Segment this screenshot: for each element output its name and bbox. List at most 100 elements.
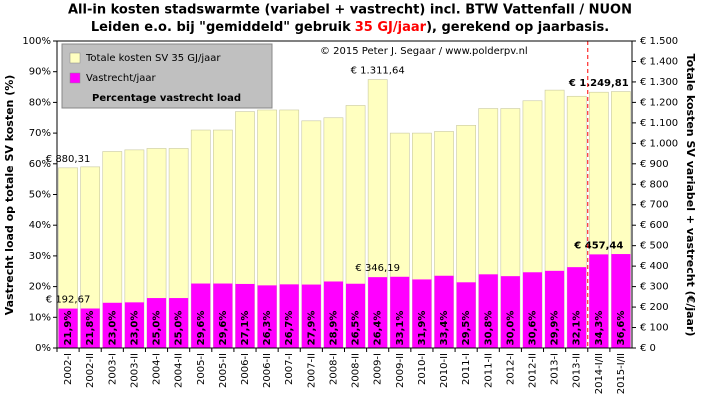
bar: [213, 283, 233, 348]
percentage-label: 30,8%: [483, 311, 494, 346]
legend-label: Totale kosten SV 35 GJ/jaar: [85, 53, 221, 64]
bar: [124, 302, 144, 348]
percentage-label: 26,4%: [373, 311, 384, 346]
x-tick-label: 2002-II: [85, 353, 96, 388]
percentage-label: 26,7%: [284, 311, 295, 346]
y2-tick-label: € 700: [640, 200, 669, 211]
legend: Totale kosten SV 35 GJ/jaar Vastrecht/jaa…: [61, 43, 273, 109]
y2-tick-label: € 1.000: [640, 138, 678, 149]
value-label: € 1.249,81: [568, 78, 629, 89]
x-tick-label: 2005-I: [196, 353, 207, 385]
chart-title: All-in kosten stadswarmte (variabel + va…: [68, 3, 632, 18]
y2-tick-label: € 600: [640, 220, 669, 231]
x-tick-label: 2012-II: [527, 353, 538, 388]
y2-tick-label: € 1.400: [640, 56, 678, 67]
x-tick-label: 2007-I: [284, 353, 295, 385]
x-tick-label: 2006-I: [240, 353, 251, 385]
x-tick-label: 2014-I/II: [594, 353, 605, 394]
y-tick-label: 50%: [29, 190, 51, 201]
x-tick-label: 2005-II: [218, 353, 229, 388]
legend-label: Vastrecht/jaar: [86, 73, 157, 84]
percentage-label: 30,6%: [527, 311, 538, 346]
legend-swatch: [69, 52, 81, 64]
y2-tick-label: € 900: [640, 159, 669, 170]
chart-subtitle: Leiden e.o. bij "gemiddeld" gebruik 35 GJ…: [91, 20, 609, 35]
title-part: Leiden e.o. bij "gemiddeld" gebruik: [91, 20, 351, 35]
percentage-label: 31,9%: [417, 311, 428, 346]
bar: [279, 284, 299, 348]
bar: [102, 302, 122, 348]
x-tick-label: 2015-I/II: [616, 353, 627, 394]
x-tick-label: 2010-I: [417, 353, 428, 385]
bar: [611, 254, 631, 348]
percentage-label: 26,5%: [351, 311, 362, 346]
x-tick-label: 2013-II: [572, 353, 583, 388]
x-tick-label: 2003-I: [107, 353, 118, 385]
bar: [412, 279, 432, 348]
value-label: € 346,19: [355, 263, 400, 274]
value-label: € 880,31: [46, 154, 91, 165]
bar: [500, 276, 520, 348]
percentage-label: 28,9%: [328, 311, 339, 346]
bar: [169, 298, 189, 348]
percentage-label: 34,3%: [594, 311, 605, 346]
legend-swatch: [69, 72, 81, 84]
x-tick-label: 2003-II: [129, 353, 140, 388]
x-tick-label: 2009-II: [395, 353, 406, 388]
y2-tick-label: € 800: [640, 179, 669, 190]
percentage-label: 33,1%: [395, 311, 406, 346]
annotation: © 2015 Peter J. Segaar / www.polderpv.nl: [320, 46, 528, 57]
y2-tick-label: € 1.200: [640, 97, 678, 108]
percentage-label: 29,5%: [461, 311, 472, 346]
y-tick-label: 10%: [29, 312, 51, 323]
percentage-label: 36,6%: [616, 311, 627, 346]
percentage-label: 21,8%: [85, 311, 96, 346]
bar: [456, 282, 476, 348]
y2-tick-label: € 1.500: [640, 36, 678, 47]
percentage-label: 29,6%: [196, 311, 207, 346]
title-highlight: 35 GJ/jaar: [355, 20, 427, 35]
title-part: ), gerekend op jaarbasis.: [426, 20, 609, 35]
y2-axis-title: Totale kosten SV variabel + vastrecht (€…: [684, 54, 697, 337]
x-tick-label: 2011-I: [461, 353, 472, 385]
x-tick-label: 2009-I: [373, 353, 384, 385]
bar: [257, 285, 277, 348]
x-tick-label: 2002-I: [63, 353, 74, 385]
y-tick-label: 40%: [29, 220, 51, 231]
percentage-label: 25,0%: [152, 311, 163, 346]
y-tick-label: 100%: [22, 36, 51, 47]
y2-tick-label: € 400: [640, 261, 669, 272]
x-tick-label: 2008-I: [328, 353, 339, 385]
percentage-label: 33,4%: [439, 311, 450, 346]
percentage-label: 30,0%: [505, 311, 516, 346]
y-tick-label: 0%: [35, 343, 51, 354]
y2-tick-label: € 200: [640, 302, 669, 313]
percentage-label: 26,3%: [262, 311, 273, 346]
bar: [301, 284, 321, 348]
bar: [368, 277, 388, 348]
percentage-label: 27,1%: [240, 311, 251, 346]
percentage-label: 23,0%: [129, 311, 140, 346]
y2-tick-label: € 0: [640, 343, 656, 354]
bar: [146, 298, 167, 348]
value-label: € 192,67: [46, 295, 91, 306]
x-tick-label: 2012-I: [505, 353, 516, 385]
bar: [346, 283, 366, 348]
bar: [545, 270, 565, 348]
percentage-label: 23,0%: [107, 311, 118, 346]
bar: [58, 308, 78, 348]
bar: [323, 281, 343, 348]
bar: [478, 274, 498, 348]
y-tick-label: 80%: [29, 97, 51, 108]
percentage-label: 29,6%: [218, 311, 229, 346]
percentage-label: 27,9%: [306, 311, 317, 346]
y-tick-label: 60%: [29, 159, 51, 170]
value-label: € 457,44: [573, 240, 623, 251]
x-tick-label: 2007-II: [306, 353, 317, 388]
y-tick-label: 70%: [29, 128, 51, 139]
y2-tick-label: € 300: [640, 282, 669, 293]
legend-box: [61, 43, 273, 109]
bar: [434, 275, 454, 348]
x-tick-label: 2010-II: [439, 353, 450, 388]
